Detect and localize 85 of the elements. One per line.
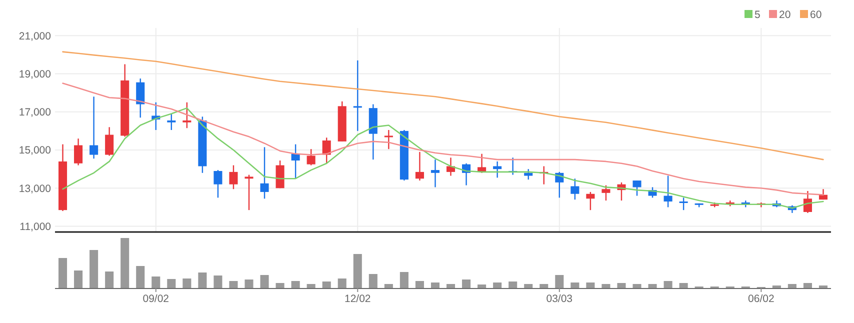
bar: [788, 284, 796, 288]
y-tick-label: 17,000: [18, 106, 52, 119]
bar: [446, 284, 456, 288]
bar: [586, 282, 595, 288]
bar: [540, 284, 548, 288]
candlestick: [478, 153, 486, 174]
bar: [415, 281, 424, 288]
bar: [493, 282, 502, 288]
candlestick: [322, 137, 331, 164]
y-tick-label: 19,000: [18, 68, 52, 80]
y-tick-label: 11,000: [20, 220, 52, 233]
candlestick: [679, 197, 688, 211]
candlestick: [570, 178, 580, 200]
bar: [803, 283, 812, 288]
bar: [648, 284, 657, 288]
candlestick: [446, 157, 456, 176]
bar: [570, 282, 580, 288]
bar: [74, 270, 83, 288]
bar: [244, 280, 254, 288]
bar: [322, 282, 331, 288]
bar: [430, 282, 440, 288]
candlestick: [105, 126, 114, 156]
bar: [90, 250, 98, 288]
candlestick: [90, 96, 98, 160]
bar: [182, 278, 192, 288]
x-tick-label: 06/02: [748, 293, 774, 305]
candlestick: [136, 78, 145, 118]
bar: [617, 283, 626, 288]
candlestick: [415, 151, 424, 182]
y-tick-label: 21,000: [18, 30, 52, 42]
candlestick: [632, 180, 642, 196]
candlestick: [384, 129, 393, 150]
candlestick: [664, 175, 672, 208]
bar: [167, 279, 176, 288]
candlestick: [586, 191, 595, 211]
candlestick: [244, 174, 254, 211]
bar: [555, 275, 564, 288]
line-series: [62, 51, 824, 160]
bar: [198, 272, 207, 288]
bar: [105, 272, 114, 288]
bar: [602, 284, 610, 288]
bar: [384, 284, 393, 288]
bar: [58, 258, 68, 288]
bar: [136, 266, 145, 288]
candlestick: [229, 164, 238, 190]
bar: [338, 278, 346, 288]
bar: [368, 274, 378, 288]
bar: [508, 282, 518, 288]
bar: [214, 276, 222, 288]
candlestick: [524, 168, 533, 180]
candlestick: [260, 146, 269, 200]
bar: [260, 275, 269, 288]
bar: [462, 280, 471, 288]
x-tick-label: 03/03: [546, 293, 573, 305]
candlestick: [493, 160, 502, 178]
bar: [291, 281, 300, 288]
bar: [353, 254, 362, 288]
bar: [478, 284, 486, 288]
bar: [229, 281, 238, 288]
candlestick: [182, 102, 192, 129]
candlestick: [602, 184, 610, 202]
bar: [276, 283, 284, 288]
y-tick-label: 15,000: [18, 144, 52, 157]
legend-label: 20: [779, 9, 791, 21]
bar: [632, 284, 642, 288]
bar: [679, 283, 688, 288]
x-tick-label: 12/02: [344, 293, 371, 305]
candlestick: [291, 144, 300, 180]
bar: [152, 276, 160, 288]
legend-label: 5: [754, 9, 760, 21]
legend-label: 60: [810, 9, 822, 21]
bar: [306, 284, 316, 288]
candlestick: [214, 169, 222, 198]
bar: [524, 284, 533, 288]
bar: [664, 281, 672, 288]
candlestick: [276, 160, 284, 189]
x-tick-label: 09/02: [142, 293, 170, 305]
candlestick: [430, 158, 440, 188]
candlestick: [167, 113, 176, 131]
y-tick-label: 13,000: [18, 182, 52, 195]
bar: [400, 272, 408, 288]
candlestick: [306, 148, 316, 166]
candlestick: [803, 190, 812, 214]
candlestick: [74, 138, 83, 166]
bar: [120, 238, 130, 288]
